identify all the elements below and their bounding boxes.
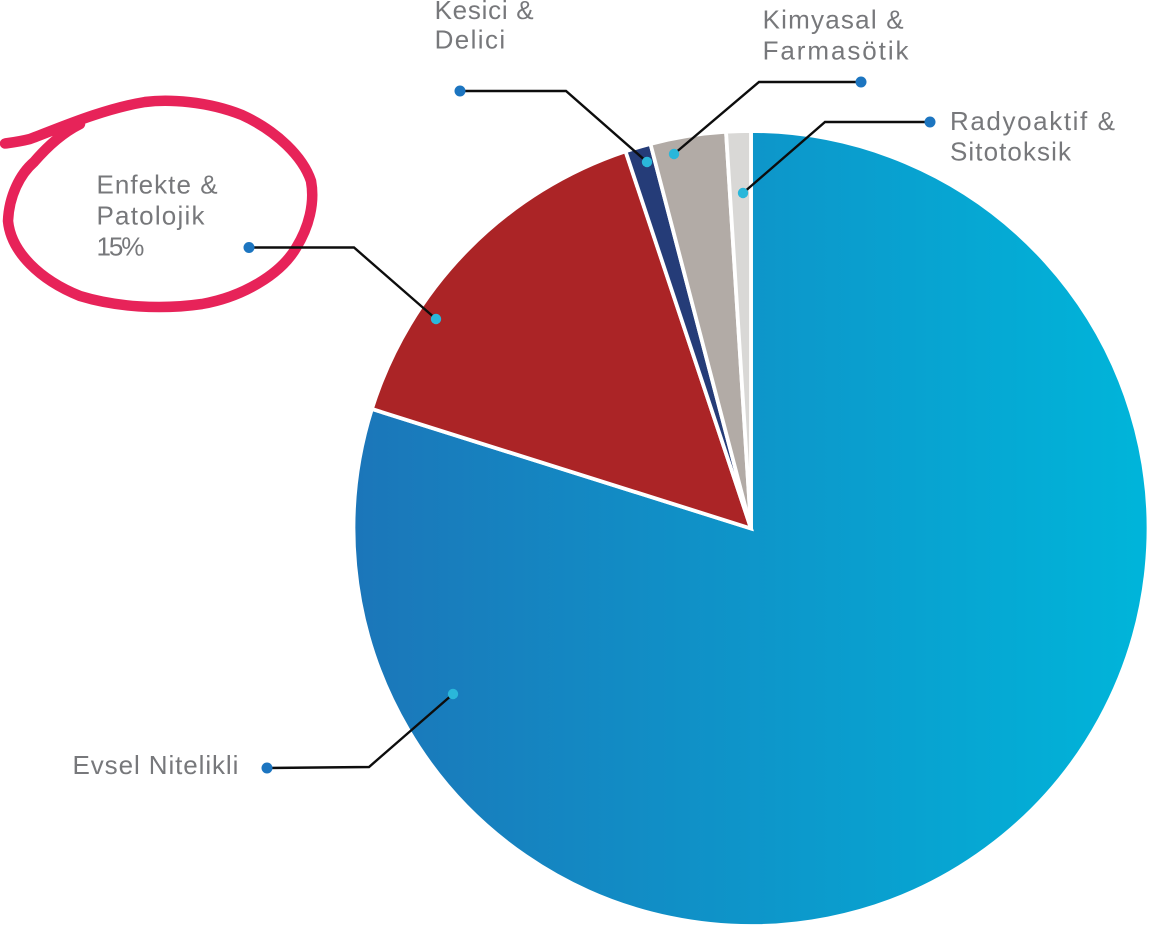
svg-text:15%: 15%: [97, 232, 145, 262]
svg-text:Evsel Nitelikli: Evsel Nitelikli: [73, 750, 240, 780]
svg-text:Delici: Delici: [435, 25, 507, 55]
svg-text:Kesici &: Kesici &: [435, 0, 535, 25]
svg-text:Kimyasal &: Kimyasal &: [763, 5, 905, 35]
svg-text:Patolojik: Patolojik: [97, 200, 206, 230]
svg-text:Sitotoksik: Sitotoksik: [950, 137, 1072, 167]
svg-text:Enfekte &: Enfekte &: [97, 169, 219, 199]
svg-text:Radyoaktif &: Radyoaktif &: [950, 106, 1117, 136]
svg-text:Farmasötik: Farmasötik: [763, 36, 911, 66]
